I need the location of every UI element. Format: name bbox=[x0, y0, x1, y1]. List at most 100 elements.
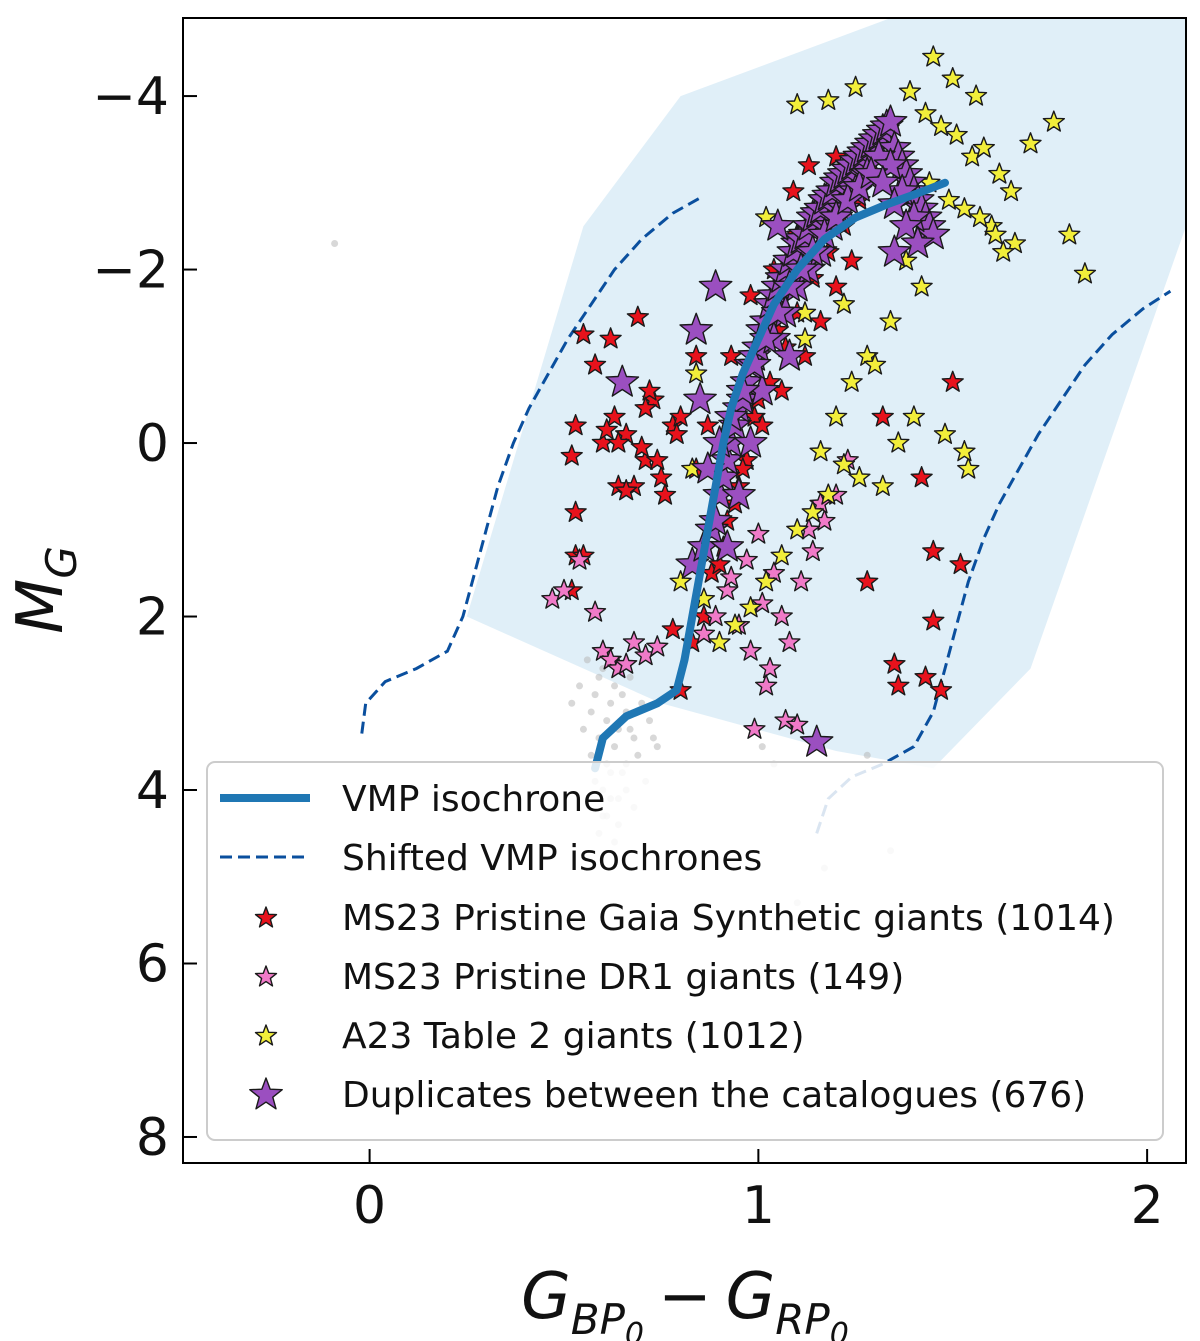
background-point bbox=[649, 734, 657, 742]
yellow-star bbox=[984, 223, 1007, 245]
yellow-star bbox=[871, 474, 894, 496]
duplicate-star bbox=[698, 503, 733, 536]
duplicate-star bbox=[889, 208, 923, 241]
x-axis-ticks: 0 1 2 bbox=[353, 1149, 1164, 1236]
red-star bbox=[564, 414, 587, 436]
red-star bbox=[941, 370, 964, 392]
red-star bbox=[595, 418, 618, 440]
red-star bbox=[626, 305, 649, 327]
yellow-star bbox=[817, 483, 840, 505]
pink-star bbox=[720, 565, 743, 588]
duplicate-star bbox=[760, 295, 795, 328]
red-star bbox=[910, 466, 933, 488]
red-star bbox=[720, 344, 743, 366]
yellow-star bbox=[972, 136, 995, 158]
duplicate-star bbox=[722, 477, 756, 510]
y-tick-label: 8 bbox=[136, 1108, 169, 1168]
y-tick-label: −4 bbox=[92, 67, 169, 127]
red-star bbox=[751, 414, 774, 436]
duplicate-star bbox=[873, 147, 908, 180]
red-star bbox=[739, 283, 762, 306]
duplicate-star bbox=[605, 364, 640, 397]
yellow-star bbox=[825, 405, 848, 427]
red-star bbox=[922, 539, 945, 562]
pink-star bbox=[583, 600, 607, 622]
plot-area bbox=[331, 18, 1186, 907]
pink-star bbox=[770, 604, 793, 627]
axes-frame bbox=[182, 17, 1187, 1164]
yellow-star bbox=[937, 188, 960, 210]
yellow-star bbox=[992, 240, 1015, 262]
duplicate-star bbox=[679, 312, 713, 345]
yellow-star bbox=[964, 84, 988, 106]
duplicate-star bbox=[772, 338, 807, 371]
background-point bbox=[579, 725, 587, 733]
red-star bbox=[607, 431, 630, 453]
yellow-star bbox=[1058, 223, 1081, 245]
yellow-star bbox=[953, 440, 976, 462]
yellow-star bbox=[999, 179, 1023, 202]
background-point bbox=[595, 673, 603, 681]
duplicate-star bbox=[737, 347, 772, 380]
legend-star-swatch bbox=[254, 1024, 278, 1046]
pink-star bbox=[786, 713, 809, 735]
background-point bbox=[626, 725, 634, 733]
pink-star bbox=[739, 639, 762, 661]
pink-star bbox=[646, 635, 669, 657]
yellow-star bbox=[879, 309, 902, 332]
yellow-star bbox=[957, 457, 980, 479]
background-point bbox=[583, 656, 591, 664]
duplicate-star bbox=[799, 724, 834, 757]
yellow-star bbox=[840, 370, 863, 392]
duplicate-star bbox=[710, 529, 745, 562]
duplicate-star bbox=[865, 165, 900, 198]
background-point bbox=[653, 743, 661, 751]
pink-star bbox=[774, 708, 797, 731]
pink-star bbox=[790, 570, 813, 592]
x-tick-label: 2 bbox=[1131, 1176, 1164, 1236]
duplicate-star bbox=[760, 208, 795, 241]
legend-star-swatch bbox=[254, 906, 278, 928]
red-star bbox=[856, 570, 879, 592]
yellow-star bbox=[848, 466, 871, 488]
yellow-star bbox=[968, 205, 992, 228]
pink-star bbox=[747, 522, 770, 544]
pink-star bbox=[743, 717, 766, 739]
red-star bbox=[603, 405, 626, 427]
x-tick-label: 1 bbox=[742, 1176, 775, 1236]
red-star bbox=[696, 414, 719, 436]
background-point bbox=[576, 682, 584, 690]
legend-label-isochrone: VMP isochrone bbox=[342, 779, 605, 820]
background-point bbox=[331, 240, 339, 248]
series-a23-table2 bbox=[669, 45, 1097, 653]
background-point bbox=[758, 743, 766, 751]
red-star bbox=[840, 249, 863, 271]
duplicate-star bbox=[877, 234, 912, 267]
yellow-star bbox=[832, 453, 856, 475]
yellow-star bbox=[933, 422, 957, 444]
y-axis-ticks: −4 −2 0 2 4 6 8 bbox=[92, 67, 197, 1168]
red-star bbox=[929, 678, 953, 700]
background-point bbox=[587, 708, 595, 716]
shifted-isochrone-band bbox=[466, 18, 1186, 769]
yellow-star bbox=[941, 66, 964, 89]
duplicate-star bbox=[873, 104, 908, 137]
red-star bbox=[914, 665, 937, 687]
red-star bbox=[797, 153, 821, 176]
red-star bbox=[922, 609, 945, 631]
red-star bbox=[599, 327, 622, 349]
pink-star bbox=[704, 604, 727, 627]
legend-label-pink: MS23 Pristine DR1 giants (149) bbox=[342, 957, 904, 998]
yellow-star bbox=[945, 123, 968, 145]
yellow-star bbox=[898, 79, 922, 102]
red-star bbox=[883, 652, 906, 674]
yellow-star bbox=[669, 570, 692, 592]
yellow-star bbox=[914, 101, 937, 124]
y-axis-label: MG bbox=[4, 546, 86, 634]
background-point bbox=[863, 751, 871, 759]
legend-label-shifted: Shifted VMP isochrones bbox=[342, 838, 762, 879]
red-star bbox=[782, 179, 805, 202]
red-star bbox=[809, 309, 832, 332]
background-point bbox=[634, 751, 642, 759]
